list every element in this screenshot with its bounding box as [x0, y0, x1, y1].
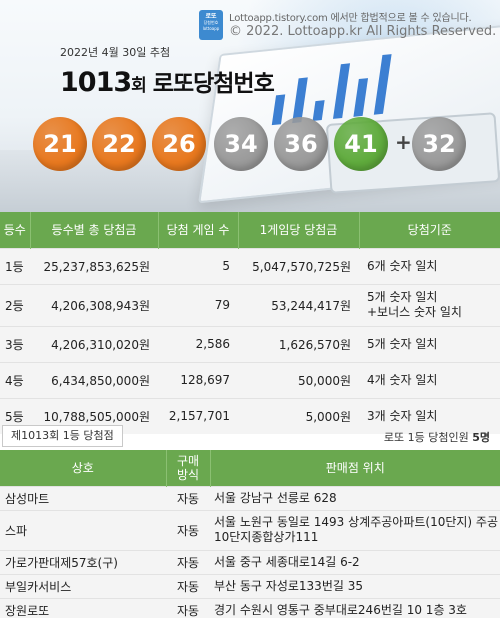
rank-cell: 2등 [0, 283, 30, 326]
chart-bar-icon [353, 78, 369, 117]
col-purchase-method-line2: 방식 [176, 467, 200, 482]
method-cell: 자동 [166, 549, 210, 574]
per-game-cell: 53,244,417원 [238, 283, 359, 326]
chart-bar-icon [373, 54, 392, 115]
page-title: 1013회 로또당첨번호 [60, 64, 275, 98]
per-game-cell: 50,000원 [238, 361, 359, 398]
site-notice: Lottoapp.tistory.com 에서만 합법적으로 볼 수 있습니다. [229, 13, 472, 24]
address-cell: 서울 강남구 선릉로 628 [210, 485, 500, 510]
winner-count-label: 로또 1등 당첨인원 [383, 431, 469, 444]
shop-name-cell: 스파 [0, 509, 166, 550]
col-shop-name: 상호 [0, 450, 167, 486]
criteria-line: 6개 숫자 일치 [367, 258, 438, 273]
table-row: 가로가판대제57호(구) 자동 서울 중구 세종대로14길 6-2 [0, 549, 500, 574]
draw-date: 2022년 4월 30일 추첨 [60, 46, 171, 59]
tab-first-prize-shops[interactable]: 제1013회 1등 당첨점 [2, 425, 123, 447]
prize-table-header: 등수 등수별 총 당첨금 당첨 게임 수 1게임당 당첨금 당첨기준 [0, 212, 500, 248]
rank-cell: 4등 [0, 361, 30, 398]
table-row: 3등 4,206,310,020원 2,586 1,626,570원 5개 숫자… [0, 325, 500, 362]
total-prize-cell: 4,206,310,020원 [30, 325, 158, 362]
col-criteria: 당첨기준 [359, 212, 500, 248]
col-winning-games: 당첨 게임 수 [158, 212, 239, 248]
winners-header: 제1013회 1등 당첨점 로또 1등 당첨인원 5명 [0, 424, 500, 448]
criteria-line: 4개 숫자 일치 [367, 372, 438, 387]
lotto-ball: 21 [33, 117, 87, 171]
games-cell: 2,586 [158, 325, 238, 362]
table-row: 4등 6,434,850,000원 128,697 50,000원 4개 숫자 … [0, 361, 500, 398]
method-cell: 자동 [166, 485, 210, 510]
plus-sign: + [395, 130, 412, 154]
shop-name-cell: 부일카서비스 [0, 573, 166, 598]
winning-numbers: 21 22 26 34 36 41 + 32 [0, 117, 500, 173]
lotto-ball: 41 [334, 117, 388, 171]
criteria-cell: 3개 숫자 일치 [359, 397, 500, 434]
criteria-cell: 5개 숫자 일치 [359, 325, 500, 362]
criteria-line: 5개 숫자 일치 [367, 336, 438, 351]
winner-count-value: 5명 [472, 431, 490, 444]
table-row: 스파 자동 서울 노원구 동일로 1493 상계주공아파트(10단지) 주공10… [0, 509, 500, 550]
col-shop-address: 판매점 위치 [210, 450, 500, 486]
lotto-ball: 22 [92, 117, 146, 171]
address-cell: 서울 노원구 동일로 1493 상계주공아파트(10단지) 주공10단지종합상가… [210, 509, 500, 550]
total-prize-cell: 4,206,308,943원 [30, 283, 158, 326]
games-cell: 79 [158, 283, 238, 326]
address-cell: 경기 수원시 영통구 중부대로246번길 10 1층 3호 [210, 597, 500, 618]
copyright-notice: © 2022. Lottoapp.kr All Rights Reserved. [229, 24, 497, 39]
col-purchase-method-line1: 구매 [176, 453, 200, 468]
lotto-ball: 34 [214, 117, 268, 171]
games-cell: 2,157,701 [158, 397, 238, 434]
rank-cell: 1등 [0, 247, 30, 284]
round-title-text: 로또당첨번호 [152, 71, 275, 97]
shop-name-cell: 가로가판대제57호(구) [0, 549, 166, 574]
col-rank: 등수 [0, 212, 31, 248]
criteria-cell: 6개 숫자 일치 [359, 247, 500, 284]
hero-banner [0, 0, 500, 212]
prize-table: 등수 등수별 총 당첨금 당첨 게임 수 1게임당 당첨금 당첨기준 1등 25… [0, 212, 500, 434]
shop-table: 상호 구매 방식 판매점 위치 삼성마트 자동 서울 강남구 선릉로 628 스… [0, 450, 500, 618]
table-row: 1등 25,237,853,625원 5 5,047,570,725원 6개 숫… [0, 247, 500, 284]
total-prize-cell: 25,237,853,625원 [30, 247, 158, 284]
col-prize-per-game: 1게임당 당첨금 [238, 212, 360, 248]
total-prize-cell: 6,434,850,000원 [30, 361, 158, 398]
table-row: 5등 10,788,505,000원 2,157,701 5,000원 3개 숫… [0, 397, 500, 434]
criteria-line: 3개 숫자 일치 [367, 408, 438, 423]
shop-name-cell: 삼성마트 [0, 485, 166, 510]
site-logo: 로또 당첨번호 lottoapp [199, 10, 223, 40]
address-cell: 부산 동구 자성로133번길 35 [210, 573, 500, 598]
col-total-prize: 등수별 총 당첨금 [30, 212, 159, 248]
method-cell: 자동 [166, 509, 210, 550]
chart-bar-icon [332, 63, 351, 119]
criteria-line-bonus: +보너스 숫자 일치 [367, 305, 462, 319]
lotto-ball: 26 [152, 117, 206, 171]
table-row: 2등 4,206,308,943원 79 53,244,417원 5개 숫자 일… [0, 283, 500, 326]
shop-name-cell: 장원로또 [0, 597, 166, 618]
table-row: 부일카서비스 자동 부산 동구 자성로133번길 35 [0, 573, 500, 598]
winner-count: 로또 1등 당첨인원 5명 [384, 429, 490, 445]
shop-table-header: 상호 구매 방식 판매점 위치 [0, 450, 500, 486]
col-purchase-method: 구매 방식 [166, 450, 211, 486]
address-cell: 서울 중구 세종대로14길 6-2 [210, 549, 500, 574]
criteria-cell: 4개 숫자 일치 [359, 361, 500, 398]
per-game-cell: 5,000원 [238, 397, 359, 434]
games-cell: 128,697 [158, 361, 238, 398]
bonus-ball: 32 [412, 117, 466, 171]
round-suffix: 회 [131, 76, 147, 96]
round-number: 1013 [60, 67, 132, 98]
per-game-cell: 1,626,570원 [238, 325, 359, 362]
per-game-cell: 5,047,570,725원 [238, 247, 359, 284]
rank-cell: 3등 [0, 325, 30, 362]
table-row: 장원로또 자동 경기 수원시 영통구 중부대로246번길 10 1층 3호 [0, 597, 500, 618]
criteria-cell: 5개 숫자 일치 +보너스 숫자 일치 [359, 283, 500, 326]
table-row: 삼성마트 자동 서울 강남구 선릉로 628 [0, 485, 500, 510]
criteria-line: 5개 숫자 일치 [367, 290, 438, 304]
method-cell: 자동 [166, 573, 210, 598]
lotto-ball: 36 [274, 117, 328, 171]
games-cell: 5 [158, 247, 238, 284]
method-cell: 자동 [166, 597, 210, 618]
